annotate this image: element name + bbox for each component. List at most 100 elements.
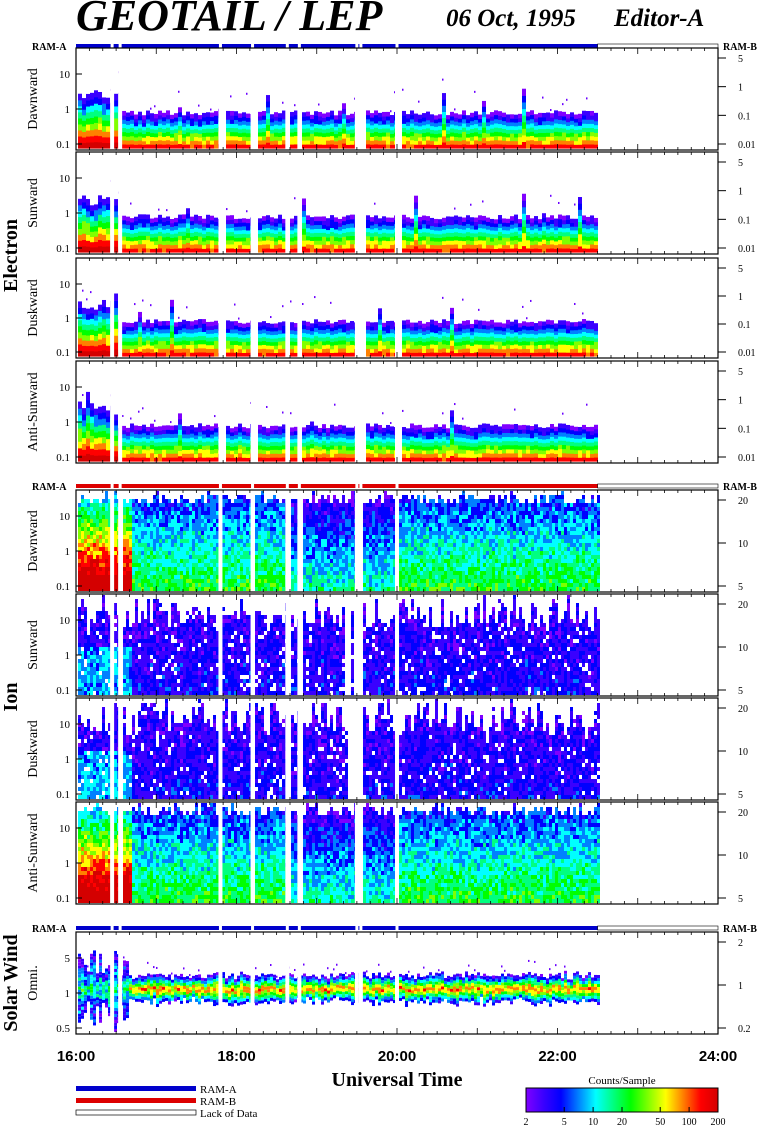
right-tick-label: 1	[738, 292, 743, 303]
right-tick-label: 1	[738, 187, 743, 198]
left-tick-label: 1	[65, 858, 71, 870]
mode-bar-nodata	[597, 483, 719, 489]
x-tick-label: 18:00	[217, 1048, 255, 1065]
colorbar-tick-label: 50	[655, 1117, 665, 1128]
left-tick-label: 0.1	[56, 685, 70, 697]
panel: Dawnward 10 1 0.1 5 1 0.1 0.01	[26, 47, 756, 151]
left-tick-label: 0.1	[56, 452, 70, 464]
panel-ylabel: Anti-Sunward	[26, 813, 41, 892]
mode-bar-nodata	[597, 925, 719, 931]
colorbar-tick-label: 200	[711, 1117, 726, 1128]
panel-ylabel: Anti-Sunward	[26, 372, 41, 451]
colorbar-tick-label: 2	[524, 1117, 529, 1128]
mode-label-left: RAM-A	[32, 42, 67, 53]
panel-ylabel: Duskward	[26, 279, 41, 337]
panel: Duskward 10 1 0.1 20 10 5	[26, 697, 748, 801]
left-tick-label: 0.1	[56, 893, 70, 905]
x-tick-label: 22:00	[538, 1048, 576, 1065]
legend-label: Lack of Data	[200, 1108, 258, 1120]
right-tick-label: 0.1	[738, 111, 751, 122]
right-tick-label: 10	[738, 643, 748, 654]
group-label: Solar Wind	[0, 934, 22, 1031]
panel: Omni. 5 1 0.5 2 1 0.2	[26, 931, 751, 1035]
left-tick-label: 10	[59, 615, 71, 627]
mode-label-right: RAM-B	[723, 42, 757, 53]
right-tick-label: 2	[738, 938, 743, 949]
mode-bar	[76, 926, 598, 930]
panel-ylabel: Sunward	[26, 178, 41, 228]
left-tick-label: 1	[65, 650, 71, 662]
right-tick-label: 20	[738, 704, 748, 715]
right-tick-label: 5	[738, 894, 743, 905]
left-tick-label: 10	[59, 279, 71, 291]
left-tick-label: 10	[59, 511, 71, 523]
left-tick-label: 10	[59, 69, 71, 81]
right-tick-label: 10	[738, 851, 748, 862]
legend-swatch	[76, 1086, 196, 1091]
panel: Duskward 10 1 0.1 5 1 0.1 0.01	[26, 257, 756, 359]
left-tick-label: 0.5	[56, 1023, 70, 1035]
mode-label-right: RAM-B	[723, 924, 757, 935]
panel: Dawnward 10 1 0.1 20 10 5	[26, 489, 748, 593]
x-tick-label: 20:00	[378, 1048, 416, 1065]
left-tick-label: 1	[65, 417, 71, 429]
mode-bar	[76, 484, 598, 488]
right-tick-label: 0.1	[738, 424, 751, 435]
left-tick-label: 10	[59, 823, 71, 835]
panel: Anti-Sunward 10 1 0.1 5 1 0.1 0.01	[26, 360, 756, 464]
date-label: 06 Oct, 1995	[446, 5, 576, 32]
mode-label-left: RAM-A	[32, 924, 67, 935]
group-1: RAM-A RAM-B Ion Dawnward 10 1 0.1 20 10 5 Sunward 1…	[0, 482, 757, 905]
panel-ylabel: Duskward	[26, 720, 41, 778]
left-tick-label: 10	[59, 382, 71, 394]
legend-swatch	[75, 1109, 197, 1116]
x-tick-label: 24:00	[699, 1048, 737, 1065]
x-axis-label: Universal Time	[332, 1069, 463, 1091]
left-tick-label: 5	[65, 953, 71, 965]
right-tick-label: 0.1	[738, 215, 751, 226]
panel-ylabel: Dawnward	[26, 68, 41, 129]
left-tick-label: 0.1	[56, 139, 70, 151]
left-tick-label: 0.1	[56, 347, 70, 359]
colorbar-tick-label: 10	[588, 1117, 598, 1128]
left-tick-label: 1	[65, 104, 71, 116]
left-tick-label: 1	[65, 208, 71, 220]
mode-bar	[76, 44, 598, 48]
right-tick-label: 20	[738, 600, 748, 611]
left-tick-label: 10	[59, 173, 71, 185]
panel: Anti-Sunward 10 1 0.1 20 10 5	[26, 801, 748, 905]
right-tick-label: 5	[738, 54, 743, 65]
left-tick-label: 0.1	[56, 789, 70, 801]
right-tick-label: 0.1	[738, 320, 751, 331]
legend-swatch	[76, 1098, 196, 1103]
page-title: GEOTAIL / LEP	[76, 0, 384, 40]
right-tick-label: 1	[738, 396, 743, 407]
panel-ylabel: Dawnward	[26, 510, 41, 571]
group-0: RAM-A RAM-B Electron Dawnward 10 1 0.1 5 1 0.1 0.0…	[0, 42, 757, 464]
mode-label-right: RAM-B	[723, 482, 757, 493]
right-tick-label: 20	[738, 496, 748, 507]
right-tick-label: 10	[738, 747, 748, 758]
editor-label: Editor-A	[613, 5, 704, 32]
right-tick-label: 0.01	[738, 348, 756, 359]
right-tick-label: 20	[738, 808, 748, 819]
right-tick-label: 0.01	[738, 140, 756, 151]
colorbar-tick-label: 5	[562, 1117, 567, 1128]
group-2: RAM-A RAM-B Solar Wind Omni. 5 1 0.5 2 1 0.2	[0, 924, 757, 1035]
right-tick-label: 5	[738, 264, 743, 275]
group-label: Ion	[0, 683, 22, 712]
right-tick-label: 5	[738, 686, 743, 697]
colorbar-tick-label: 20	[617, 1117, 627, 1128]
left-tick-label: 1	[65, 546, 71, 558]
colorbar-title: Counts/Sample	[588, 1075, 655, 1087]
left-tick-label: 1	[65, 313, 71, 325]
right-tick-label: 0.2	[738, 1024, 751, 1035]
mode-label-left: RAM-A	[32, 482, 67, 493]
left-tick-label: 0.1	[56, 581, 70, 593]
right-tick-label: 5	[738, 158, 743, 169]
right-tick-label: 5	[738, 582, 743, 593]
right-tick-label: 10	[738, 539, 748, 550]
left-tick-label: 10	[59, 719, 71, 731]
legend-label: RAM-A	[200, 1084, 237, 1096]
